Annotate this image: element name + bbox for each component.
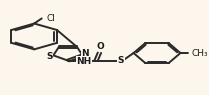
Text: S: S [46,52,52,61]
Text: O: O [97,42,104,51]
Text: S: S [118,56,124,65]
Text: Cl: Cl [46,14,55,23]
Text: N: N [81,49,89,58]
Text: CH₃: CH₃ [191,49,208,58]
Text: NH: NH [76,57,92,66]
